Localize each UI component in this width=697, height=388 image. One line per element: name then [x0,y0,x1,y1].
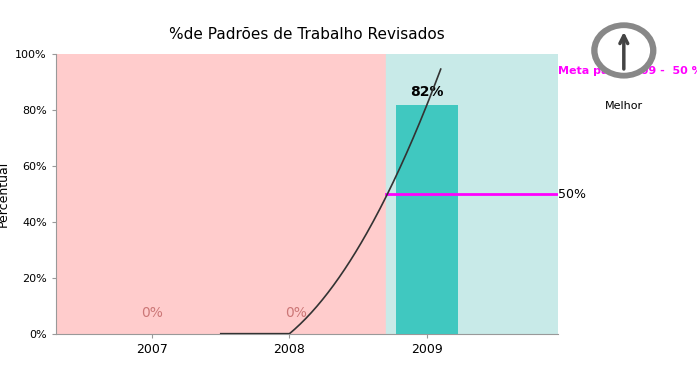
Ellipse shape [591,23,657,79]
Text: 0%: 0% [286,306,307,320]
Text: Meta para 2009 -  50 %: Meta para 2009 - 50 % [558,66,697,76]
Text: %de Padrões de Trabalho Revisados: %de Padrões de Trabalho Revisados [169,27,445,42]
Bar [56,54,385,334]
Bar [396,105,458,334]
Bar [385,54,558,334]
Text: 0%: 0% [141,306,163,320]
Text: 82%: 82% [411,85,444,99]
Text: 50%: 50% [558,187,586,201]
FancyArrowPatch shape [620,36,628,69]
Y-axis label: Percentual: Percentual [0,161,10,227]
Ellipse shape [597,28,650,73]
Text: Melhor: Melhor [605,100,643,111]
